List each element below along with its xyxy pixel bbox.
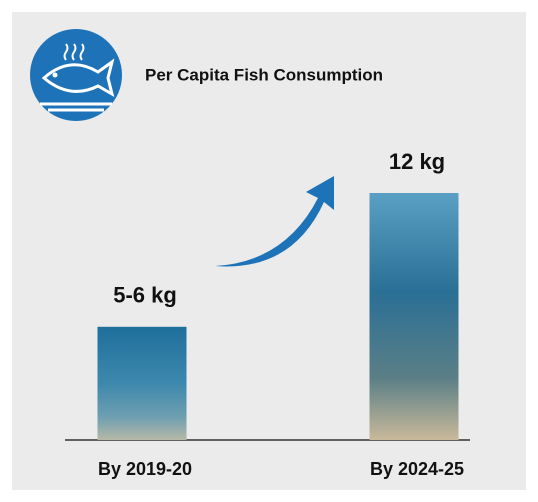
- value-label: 12 kg: [389, 149, 445, 174]
- fish-icon: [30, 29, 122, 121]
- bar: [97, 326, 187, 440]
- chart-title: Per Capita Fish Consumption: [145, 65, 383, 84]
- x-tick-label: By 2024-25: [370, 459, 464, 479]
- trend-arrow: [215, 176, 334, 267]
- x-tick-label: By 2019-20: [98, 459, 192, 479]
- bar: [369, 193, 459, 440]
- value-label: 5-6 kg: [113, 283, 177, 308]
